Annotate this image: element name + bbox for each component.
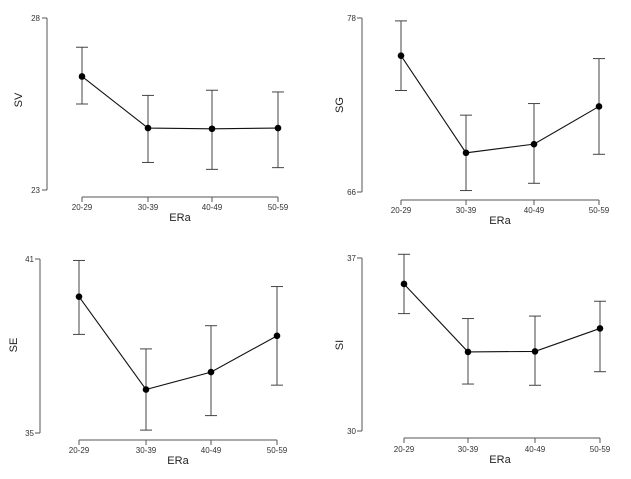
x-tick-label: 50-59 <box>590 445 611 454</box>
y-tick-label: 37 <box>347 254 356 263</box>
y-axis-title: SE <box>8 338 20 353</box>
y-tick-label: 30 <box>347 427 356 436</box>
data-point <box>464 348 472 356</box>
x-tick-label: 40-49 <box>524 206 545 215</box>
x-tick-label: 30-39 <box>456 206 477 215</box>
data-point <box>208 125 216 133</box>
data-point <box>142 386 150 393</box>
y-axis-title: SG <box>334 97 346 113</box>
series-line <box>400 55 600 154</box>
chart-panel-sg: 78 66 SG 20-29 30-39 40-49 50-59 ERa <box>334 14 610 227</box>
x-tick-label: 50-59 <box>268 203 289 212</box>
data-point <box>462 149 470 157</box>
x-tick-label: 20-29 <box>72 203 93 212</box>
x-tick-label: 20-29 <box>394 445 415 454</box>
x-tick-label: 30-39 <box>138 203 159 212</box>
data-point <box>595 103 603 110</box>
chart-panel-sv: 28 23 SV 20-29 30-39 40-49 50-59 ERa <box>13 14 289 224</box>
data-point <box>596 325 604 332</box>
x-tick-label: 20-29 <box>391 206 412 215</box>
data-point <box>273 332 281 340</box>
data-point <box>530 140 538 148</box>
y-axis-title: SV <box>13 92 25 107</box>
data-point <box>274 124 282 132</box>
series-line <box>403 283 601 353</box>
x-axis-title: ERa <box>167 455 189 467</box>
y-tick-label: 41 <box>25 255 34 264</box>
y-axis-title: SI <box>334 340 346 350</box>
y-tick-label: 35 <box>25 429 34 438</box>
series-line <box>78 296 278 391</box>
data-point <box>207 368 215 376</box>
data-point <box>400 280 408 288</box>
data-point <box>78 73 86 80</box>
chart-panel-si: 37 30 SI 20-29 30-39 40-49 50-59 ERa <box>334 253 611 466</box>
x-tick-label: 30-39 <box>458 445 479 454</box>
series-line <box>81 76 279 130</box>
x-tick-label: 30-39 <box>136 446 157 455</box>
x-tick-label: 40-49 <box>525 445 546 454</box>
y-tick-label: 78 <box>347 14 356 23</box>
x-tick-label: 50-59 <box>267 446 288 455</box>
x-tick-label: 50-59 <box>589 206 610 215</box>
chart-panel-se: 41 35 SE 20-29 30-39 40-49 50-59 ERa <box>8 255 288 467</box>
x-tick-label: 40-49 <box>202 203 223 212</box>
x-tick-label: 40-49 <box>201 446 222 455</box>
data-point <box>75 293 83 301</box>
x-tick-label: 20-29 <box>69 446 90 455</box>
x-axis-title: ERa <box>169 212 191 224</box>
data-point <box>144 124 152 132</box>
y-tick-label: 28 <box>31 14 40 23</box>
y-tick-label: 66 <box>347 188 356 197</box>
y-tick-label: 23 <box>31 186 40 195</box>
x-axis-title: ERa <box>489 215 511 227</box>
data-point <box>397 52 405 59</box>
x-axis-title: ERa <box>489 454 511 466</box>
data-point <box>531 348 539 355</box>
